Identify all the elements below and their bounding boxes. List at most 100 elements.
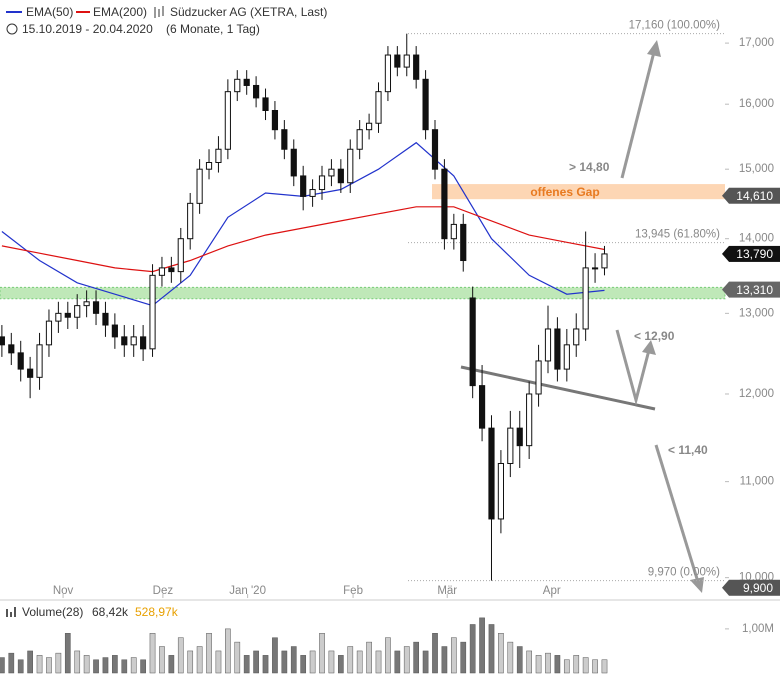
y-tick-label: 16,000 bbox=[739, 98, 774, 110]
volume-bar bbox=[102, 657, 109, 674]
x-tick-label: Feb bbox=[343, 585, 363, 597]
trend-line bbox=[460, 365, 656, 411]
candle-body bbox=[422, 78, 429, 131]
volume-bar bbox=[507, 641, 514, 674]
candle-body bbox=[394, 54, 401, 68]
volume-bar bbox=[573, 655, 580, 674]
candle-body bbox=[45, 320, 53, 346]
volume-bar bbox=[366, 641, 372, 674]
chart-title: Südzucker AG (XETRA, Last) bbox=[170, 5, 327, 19]
volume-bar bbox=[0, 657, 5, 674]
gap-label: offenes Gap bbox=[530, 185, 599, 199]
arrows bbox=[615, 40, 704, 593]
level-label: 9,970 (0.00%) bbox=[648, 567, 720, 579]
candle-body bbox=[55, 312, 62, 322]
candle-body bbox=[413, 54, 420, 80]
volume-bar bbox=[168, 655, 175, 674]
candle-body bbox=[356, 129, 363, 150]
candle-body bbox=[582, 267, 589, 330]
candle-body bbox=[300, 175, 307, 197]
candle-body bbox=[92, 301, 100, 314]
price-marker bbox=[729, 187, 780, 204]
volume-bar bbox=[225, 628, 231, 674]
x-tick-label: Mär bbox=[437, 585, 457, 597]
price-marker-label: 9,900 bbox=[743, 581, 773, 595]
candle-body bbox=[187, 202, 194, 240]
candle-body bbox=[384, 54, 392, 93]
support-band bbox=[0, 286, 726, 300]
level-label: 17,160 (100.00%) bbox=[629, 20, 721, 32]
candle-body bbox=[158, 267, 166, 276]
candle-body bbox=[441, 168, 448, 240]
volume-bar bbox=[243, 655, 250, 674]
candle-body bbox=[375, 91, 382, 124]
volume-average: 528,97k bbox=[135, 605, 179, 619]
volume-tick-label: 1,00M bbox=[742, 623, 774, 635]
candle-body bbox=[460, 223, 467, 262]
candle-body bbox=[535, 360, 542, 395]
volume-bar bbox=[83, 655, 90, 674]
candle-body bbox=[478, 385, 486, 429]
price-marker bbox=[729, 245, 780, 262]
candle-body bbox=[83, 301, 90, 307]
volume-bar bbox=[413, 641, 420, 674]
volume-bar bbox=[479, 617, 485, 674]
volume-bar bbox=[46, 657, 52, 674]
candle-body bbox=[140, 336, 147, 350]
volume-bar bbox=[582, 657, 589, 674]
candle-body bbox=[262, 97, 269, 111]
volume-bar bbox=[526, 650, 532, 674]
price-marker-tip bbox=[722, 245, 729, 262]
price-marker-label: 13,790 bbox=[736, 247, 773, 261]
candle-body bbox=[544, 328, 552, 362]
volume-bar bbox=[545, 652, 551, 674]
x-tick-label: Jan '20 bbox=[229, 585, 266, 597]
volume-bar bbox=[394, 650, 401, 674]
candle-body bbox=[497, 462, 504, 520]
price-marker-tip bbox=[722, 281, 729, 298]
volume-bar bbox=[309, 650, 316, 674]
candle-body bbox=[224, 91, 231, 150]
volume-bar bbox=[592, 659, 598, 674]
volume-bar bbox=[55, 652, 62, 674]
price-marker bbox=[729, 579, 780, 596]
annotation: < 11,40 bbox=[668, 443, 708, 457]
annotation: > 14,80 bbox=[569, 160, 610, 174]
x-tick-label: Nov bbox=[53, 585, 74, 597]
volume-bar bbox=[17, 659, 24, 674]
volume-bar bbox=[563, 659, 570, 674]
candle-body bbox=[403, 54, 410, 68]
volume-bar bbox=[535, 655, 542, 674]
candle-body bbox=[309, 189, 316, 197]
y-tick-label: 14,000 bbox=[739, 233, 774, 245]
candle-body bbox=[121, 336, 128, 346]
candle-body bbox=[366, 122, 373, 131]
volume-bar bbox=[469, 624, 476, 674]
clock-icon bbox=[6, 23, 18, 35]
candle-body bbox=[488, 427, 495, 520]
volume-bar bbox=[403, 646, 410, 674]
volume-bar bbox=[281, 650, 288, 674]
candle-body bbox=[168, 267, 175, 273]
volume-bar bbox=[385, 637, 391, 674]
volume-bar bbox=[234, 641, 241, 674]
price-marker-label: 14,610 bbox=[736, 189, 773, 203]
candle-body bbox=[591, 267, 599, 270]
candle-body bbox=[130, 336, 137, 346]
candle-body bbox=[74, 305, 81, 318]
candle-body bbox=[516, 427, 523, 447]
volume-bar bbox=[27, 650, 33, 674]
candle-body bbox=[271, 109, 279, 131]
volume-bar bbox=[93, 659, 99, 674]
candle-body bbox=[347, 148, 354, 184]
volume-bar bbox=[328, 650, 335, 674]
volume-bar bbox=[253, 650, 259, 674]
candle-body bbox=[243, 78, 250, 86]
candle-body bbox=[337, 168, 344, 184]
candle-body bbox=[563, 344, 570, 370]
candle-body bbox=[469, 297, 476, 387]
volume-bar bbox=[290, 646, 297, 674]
volume-bar bbox=[601, 659, 608, 674]
volume-bar bbox=[554, 655, 561, 674]
volume-bar bbox=[498, 633, 504, 674]
